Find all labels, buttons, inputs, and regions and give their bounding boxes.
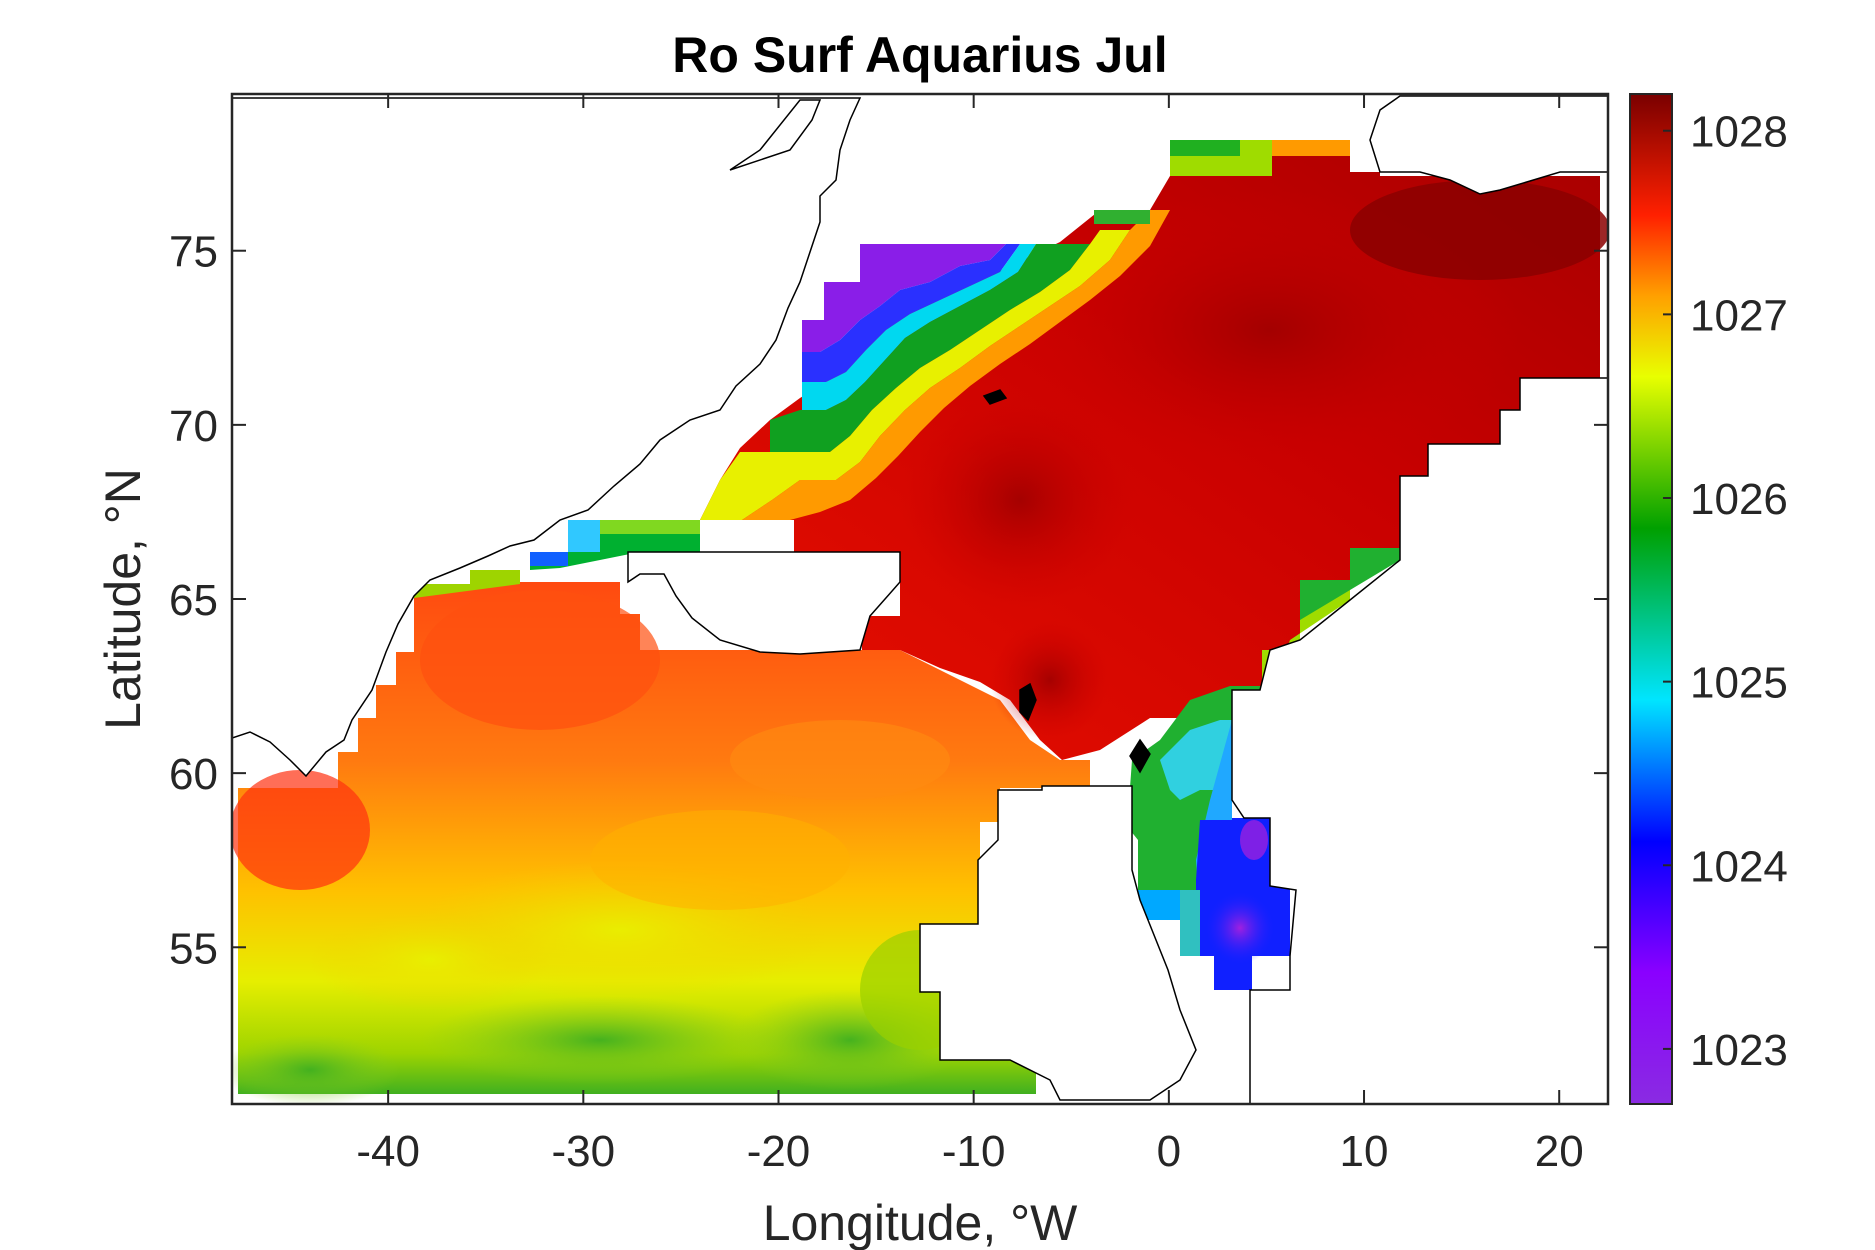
y-tick-label: 75: [169, 228, 218, 277]
x-axis-label: Longitude, °W: [763, 1195, 1078, 1250]
y-tick-label: 65: [169, 576, 218, 625]
colorbar-tick-label: 1025: [1690, 659, 1788, 708]
x-tick-label: -10: [942, 1127, 1006, 1176]
chart-title: Ro Surf Aquarius Jul: [672, 27, 1167, 83]
axis-ticks: [232, 94, 1608, 1104]
x-tick-label: -30: [552, 1127, 616, 1176]
coast-iceland: [627, 551, 901, 655]
x-tick-labels: -40 -30 -20 -10 0 10 20: [356, 1127, 1583, 1176]
field-greenland-shelf-purple: [802, 244, 1006, 352]
colorbar: [1629, 93, 1673, 1105]
y-tick-label: 70: [169, 402, 218, 451]
coast-scandinavia: [1231, 377, 1608, 1104]
x-tick-label: 20: [1535, 1127, 1584, 1176]
colorbar-tick-label: 1026: [1690, 475, 1788, 524]
colorbar-ticks: [1663, 129, 1672, 1050]
colorbar-tick-label: 1023: [1690, 1026, 1788, 1075]
colorbar-tick-label: 1027: [1690, 291, 1788, 340]
colorbar-tick-labels: 1028 1027 1026 1025 1024 1023: [1690, 108, 1788, 1075]
x-tick-label: 0: [1157, 1127, 1181, 1176]
coast-svalbard: [1369, 95, 1608, 195]
x-tick-label: -40: [356, 1127, 420, 1176]
coast-greenland: [232, 97, 862, 778]
coast-british-isles: [919, 785, 1197, 1101]
y-tick-label: 55: [169, 924, 218, 973]
colorbar-tick-label: 1024: [1690, 842, 1788, 891]
colorbar-tick-label: 1028: [1690, 108, 1788, 157]
x-tick-label: 10: [1340, 1127, 1389, 1176]
y-tick-label: 60: [169, 750, 218, 799]
heatmap-field: [232, 140, 1608, 1104]
y-tick-labels: 75 70 65 60 55: [169, 228, 218, 974]
land-and-coastlines: [232, 95, 1608, 1104]
y-axis-label: Latitude, °N: [95, 468, 151, 730]
x-tick-label: -20: [747, 1127, 811, 1176]
